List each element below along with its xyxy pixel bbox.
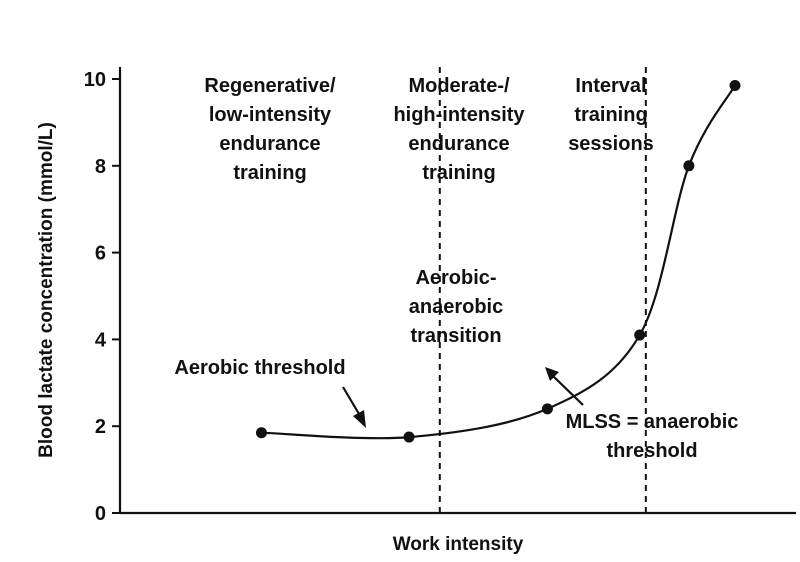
data-point-4	[634, 329, 646, 341]
y-tick-label-4: 4	[95, 329, 107, 351]
annotation-2-line-2: anaerobic	[409, 296, 503, 318]
annotation-2-line-3: transition	[410, 325, 501, 347]
y-tick-label-2: 2	[95, 416, 106, 438]
annotation-1-line-1: Aerobic threshold	[174, 357, 345, 379]
zone-2-label-line-4: training	[422, 162, 495, 184]
y-tick-label-10: 10	[84, 69, 106, 91]
y-ticks: 0 2 4 6 8 10	[84, 69, 120, 525]
zone-3-label-line-2: training	[574, 104, 647, 126]
mlss-arrow-head	[545, 367, 559, 381]
aerobic-threshold-arrow-head	[353, 410, 366, 428]
data-point-2	[403, 431, 415, 443]
y-tick-label-6: 6	[95, 243, 106, 265]
y-tick-label-0: 0	[95, 503, 106, 525]
zone-1-label-line-3: endurance	[219, 133, 320, 155]
mlss-arrow-line	[552, 375, 584, 406]
zone-1-label-line-4: training	[233, 162, 306, 184]
annotation-arrows	[342, 367, 584, 428]
zone-3-label-line-1: Interval	[575, 75, 646, 97]
y-axis-title: Blood lactate concentration (mmol/L)	[36, 122, 57, 458]
zone-1-label-line-2: low-intensity	[209, 104, 332, 126]
annotation-2-line-1: Aerobic-	[415, 267, 496, 289]
data-point-3	[541, 403, 553, 415]
zone-dividers	[438, 67, 647, 513]
annotations: Aerobic threshold Aerobic-anaerobic transi…	[174, 267, 738, 462]
data-point-1	[255, 427, 267, 439]
x-axis-title: Work intensity	[393, 534, 524, 555]
data-points	[255, 80, 741, 443]
zone-labels: Regenerative/low-intensity endurance train…	[204, 75, 653, 184]
annotation-3-line-2: threshold	[606, 440, 697, 462]
data-point-6	[729, 80, 741, 92]
zone-3-label-line-3: sessions	[568, 133, 654, 155]
data-point-5	[683, 160, 695, 172]
zone-1-label-line-1: Regenerative/	[204, 75, 336, 97]
zone-2-label-line-3: endurance	[408, 133, 509, 155]
y-tick-label-8: 8	[95, 156, 106, 178]
axes	[118, 67, 796, 515]
annotation-3-line-1: MLSS = anaerobic	[566, 411, 739, 433]
zone-2-label-line-2: high-intensity	[393, 104, 525, 126]
zone-2-label-line-1: Moderate-/	[408, 75, 510, 97]
